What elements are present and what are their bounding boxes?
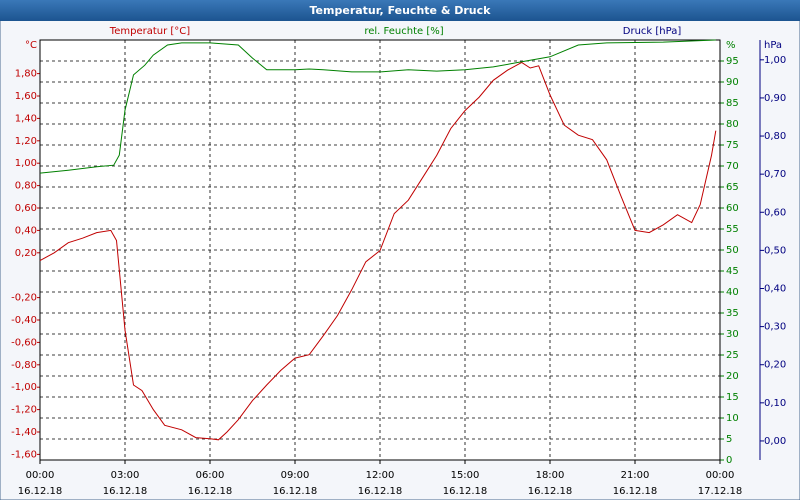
y3-tick-label: 0,80 [764, 131, 786, 142]
x-tick-label-line: 09:00 [281, 470, 310, 481]
y3-tick-label: 0,60 [764, 207, 786, 218]
y-tick-label: 1,20 [15, 136, 37, 147]
y3-unit: hPa [764, 40, 782, 51]
series-line [39, 61, 717, 441]
x-tick-label: 00:00 17.12.18 [698, 470, 743, 497]
x-tick-label-line: 16.12.18 [188, 486, 233, 497]
y-tick-label: -1,00 [11, 382, 37, 393]
x-tick-label-line: 15:00 [451, 470, 480, 481]
plot-border [39, 39, 721, 461]
y2-tick-label: 80 [726, 119, 739, 130]
x-tick-label-line: 16.12.18 [358, 486, 403, 497]
y-tick-label: -1,20 [11, 405, 37, 416]
x-tick-label-line: 00:00 [706, 470, 735, 481]
x-tick-label: 18:00 16.12.18 [528, 470, 573, 497]
y3-tick-label: 0,30 [764, 322, 786, 333]
y2-tick-label: 35 [726, 308, 739, 319]
x-tick-label-line: 16.12.18 [443, 486, 488, 497]
x-tick-label: 00:00 16.12.18 [18, 470, 63, 497]
y2-tick-label: 75 [726, 140, 739, 151]
series-line [39, 39, 716, 174]
x-tick-label-line: 17.12.18 [698, 486, 743, 497]
y-tick-label: -1,40 [11, 427, 37, 438]
y-tick-label: -0,80 [11, 360, 37, 371]
y-tick-label: 0,80 [15, 181, 37, 192]
y-tick-label: -0,60 [11, 337, 37, 348]
y2-tick-label: 30 [726, 329, 739, 340]
x-tick-label-line: 03:00 [111, 470, 140, 481]
x-tick-label: 15:00 16.12.18 [443, 470, 488, 497]
y2-tick-label: 85 [726, 98, 739, 109]
y-tick-label: 1,60 [15, 91, 37, 102]
x-tick-label-line: 00:00 [26, 470, 55, 481]
y-tick-label: -0,40 [11, 315, 37, 326]
x-tick-label-line: 21:00 [621, 470, 650, 481]
x-tick-label-line: 06:00 [196, 470, 225, 481]
y-tick-label: 1,00 [15, 158, 37, 169]
y2-tick-label: 55 [726, 224, 739, 235]
y2-tick-label: 70 [726, 161, 739, 172]
x-tick-label: 03:00 16.12.18 [103, 470, 148, 497]
y3-tick-label: 0,90 [764, 93, 786, 104]
chart-title: Temperatur, Feuchte & Druck [310, 4, 492, 17]
y-tick-label: -1,60 [11, 449, 37, 460]
y2-tick-label: 20 [726, 371, 739, 382]
y2-tick-label: 40 [726, 287, 739, 298]
y3-tick-label: 0,70 [764, 169, 786, 180]
legend-entry: Druck [hPa] [623, 26, 682, 37]
y3-tick-label: 0,20 [764, 360, 786, 371]
x-tick-label-line: 16.12.18 [273, 486, 318, 497]
legend-entry: rel. Feuchte [%] [364, 26, 443, 37]
x-tick-label-line: 18:00 [536, 470, 565, 481]
y2-tick-label: 45 [726, 266, 739, 277]
x-tick-label-line: 16.12.18 [18, 486, 63, 497]
y2-tick-label: 90 [726, 77, 739, 88]
x-tick-label: 09:00 16.12.18 [273, 470, 318, 497]
x-tick-label-line: 12:00 [366, 470, 395, 481]
x-tick-label: 12:00 16.12.18 [358, 470, 403, 497]
y2-tick-label: 50 [726, 245, 739, 256]
y2-tick-label: 95 [726, 56, 739, 67]
y-tick-label: 1,80 [15, 69, 37, 80]
y-unit: °C [25, 40, 37, 51]
y-tick-label: -0,20 [11, 293, 37, 304]
y3-tick-label: 1,00 [764, 55, 786, 66]
y-tick-label: 0,20 [15, 248, 37, 259]
x-tick-label-line: 16.12.18 [528, 486, 573, 497]
y2-tick-label: 5 [726, 434, 732, 445]
y2-tick-label: 10 [726, 413, 739, 424]
y-tick-label: 0,40 [15, 225, 37, 236]
x-tick-label-line: 16.12.18 [613, 486, 658, 497]
y-tick-label: 1,40 [15, 113, 37, 124]
y2-unit: % [726, 40, 736, 51]
x-tick-label: 21:00 16.12.18 [613, 470, 658, 497]
y3-tick-label: 0,40 [764, 283, 786, 294]
x-tick-label-line: 16.12.18 [103, 486, 148, 497]
y-tick-label: 0,60 [15, 203, 37, 214]
x-tick-label: 06:00 16.12.18 [188, 470, 233, 497]
y2-tick-label: 0 [726, 455, 732, 466]
y3-tick-label: 0,00 [764, 436, 786, 447]
y2-tick-label: 65 [726, 182, 739, 193]
y3-tick-label: 0,50 [764, 245, 786, 256]
title-bar [0, 0, 800, 21]
y2-tick-label: 15 [726, 392, 739, 403]
y2-tick-label: 25 [726, 350, 739, 361]
y3-tick-label: 0,10 [764, 398, 786, 409]
y2-tick-label: 60 [726, 203, 739, 214]
legend-entry: Temperatur [°C] [109, 26, 190, 37]
